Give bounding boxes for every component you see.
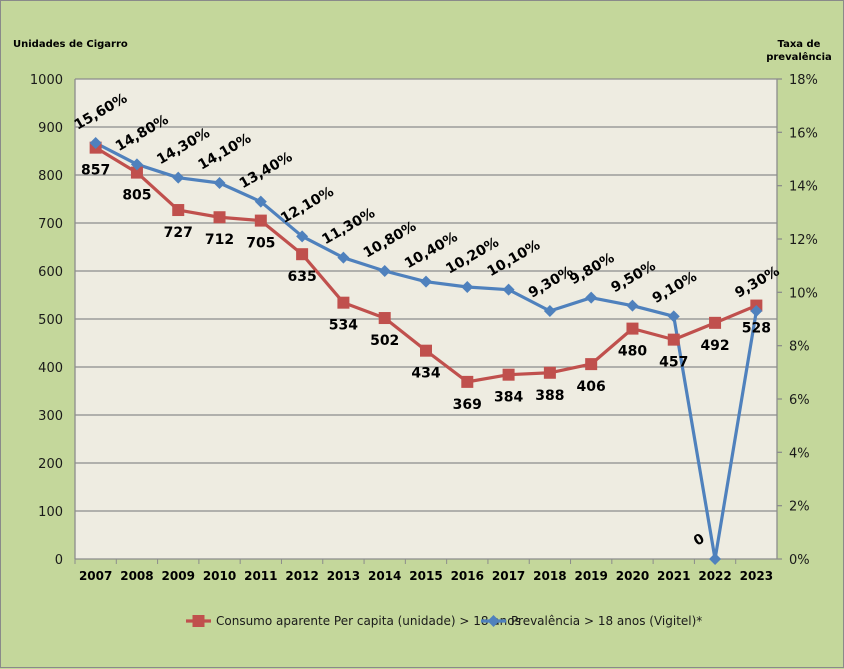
- prevalencia-point: [750, 305, 763, 317]
- consumo-point: [709, 316, 722, 329]
- consumo-point: [543, 366, 556, 379]
- prevalencia-point: [709, 553, 722, 565]
- x-axis-tick-label: 2012: [285, 569, 318, 583]
- consumo-data-label: 528: [742, 321, 771, 337]
- consumo-data-label: 727: [164, 225, 193, 241]
- x-axis-tick-label: 2007: [79, 569, 112, 583]
- prevalencia-point: [461, 281, 474, 293]
- right-axis-tick-label: 4%: [789, 446, 810, 461]
- consumo-point: [378, 312, 391, 325]
- left-axis-tick-label: 300: [38, 409, 63, 424]
- left-axis-tick-label: 400: [38, 361, 63, 376]
- x-axis-tick-label: 2021: [657, 569, 690, 583]
- consumo-data-label: 857: [81, 163, 110, 179]
- consumo-point: [585, 358, 598, 371]
- legend-label: Prevalência > 18 anos (Vigitel)*: [511, 614, 702, 628]
- consumo-point: [254, 214, 267, 227]
- consumo-data-label: 492: [700, 338, 729, 354]
- consumo-point: [213, 211, 226, 224]
- right-axis-tick-label: 18%: [789, 73, 818, 88]
- consumo-data-label: 480: [618, 344, 647, 360]
- x-axis-tick-label: 2013: [327, 569, 360, 583]
- consumo-data-label: 805: [122, 188, 151, 204]
- consumo-data-label: 369: [453, 397, 482, 413]
- left-axis-tick-label: 700: [38, 217, 63, 232]
- x-axis-tick-label: 2015: [409, 569, 442, 583]
- consumo-data-label: 406: [577, 379, 606, 395]
- x-axis-tick-label: 2019: [574, 569, 607, 583]
- left-axis-tick-label: 100: [38, 505, 63, 520]
- left-axis-tick-label: 800: [38, 169, 63, 184]
- consumo-data-label: 502: [370, 333, 399, 349]
- x-axis-tick-label: 2009: [162, 569, 195, 583]
- left-axis-tick-label: 1000: [30, 73, 63, 88]
- prevalencia-point: [585, 291, 598, 304]
- x-axis-tick-label: 2014: [368, 569, 401, 583]
- left-axis-tick-label: 0: [55, 553, 63, 568]
- consumo-point: [420, 344, 432, 357]
- prevalencia-point: [254, 195, 267, 208]
- prevalencia-point: [130, 158, 143, 171]
- left-axis-tick-label: 900: [38, 121, 63, 136]
- prevalencia-point: [543, 305, 556, 317]
- prevalencia-point: [296, 230, 309, 243]
- x-axis-tick-label: 2011: [244, 569, 277, 583]
- x-axis-tick-label: 2008: [120, 569, 153, 583]
- consumo-data-label: 705: [246, 236, 275, 252]
- x-axis-tick-label: 2017: [492, 569, 525, 583]
- left-axis-tick-label: 200: [38, 457, 63, 472]
- consumo-data-label: 388: [535, 388, 564, 404]
- prevalencia-point: [337, 251, 350, 264]
- consumo-point: [502, 368, 515, 381]
- consumo-data-label: 384: [494, 390, 523, 406]
- left-axis-tick-label: 600: [38, 265, 63, 280]
- right-axis-tick-label: 0%: [789, 553, 810, 568]
- consumo-data-label: 457: [659, 355, 688, 371]
- left-axis-title: Unidades de Cigarro: [13, 39, 128, 50]
- right-axis-tick-label: 12%: [789, 233, 818, 248]
- right-axis-title-line1: Taxa de: [778, 39, 821, 50]
- consumo-point: [172, 204, 185, 217]
- consumo-data-label: 534: [329, 318, 358, 334]
- right-axis-tick-label: 6%: [789, 393, 810, 408]
- legend-marker-diamond: [487, 615, 500, 627]
- x-axis-tick-label: 2023: [740, 569, 773, 583]
- x-axis-tick-label: 2018: [533, 569, 566, 583]
- prevalencia-point: [502, 283, 515, 296]
- prevalencia-point: [626, 299, 639, 312]
- legend-label: Consumo aparente Per capita (unidade) > …: [216, 614, 521, 628]
- right-axis-tick-label: 16%: [789, 126, 818, 141]
- consumo-point: [296, 248, 309, 261]
- consumo-point: [667, 333, 680, 346]
- consumo-data-label: 712: [205, 232, 234, 248]
- x-axis-tick-label: 2020: [616, 569, 649, 583]
- right-axis-tick-label: 8%: [789, 340, 810, 355]
- left-axis-tick-label: 500: [38, 313, 63, 328]
- right-axis-title-line2: prevalência: [766, 51, 832, 63]
- prevalencia-point: [89, 137, 102, 149]
- x-axis-tick-label: 2022: [698, 569, 731, 583]
- right-axis-tick-label: 2%: [789, 500, 810, 515]
- consumo-point: [130, 166, 143, 179]
- x-axis-tick-label: 2010: [203, 569, 236, 583]
- consumo-point: [337, 296, 350, 309]
- prevalencia-point: [213, 177, 226, 189]
- consumo-data-label: 434: [411, 366, 440, 382]
- right-axis-tick-label: 14%: [789, 180, 818, 195]
- prevalencia-point: [172, 171, 185, 184]
- consumo-data-label: 635: [288, 269, 317, 285]
- prevalencia-point: [378, 265, 391, 277]
- consumo-point: [461, 375, 474, 388]
- x-axis-tick-label: 2016: [451, 569, 484, 583]
- consumo-point: [626, 322, 639, 335]
- right-axis-tick-label: 10%: [789, 286, 818, 301]
- prevalencia-point: [667, 310, 680, 323]
- legend-marker-square: [192, 615, 205, 627]
- prevalencia-point: [420, 275, 432, 288]
